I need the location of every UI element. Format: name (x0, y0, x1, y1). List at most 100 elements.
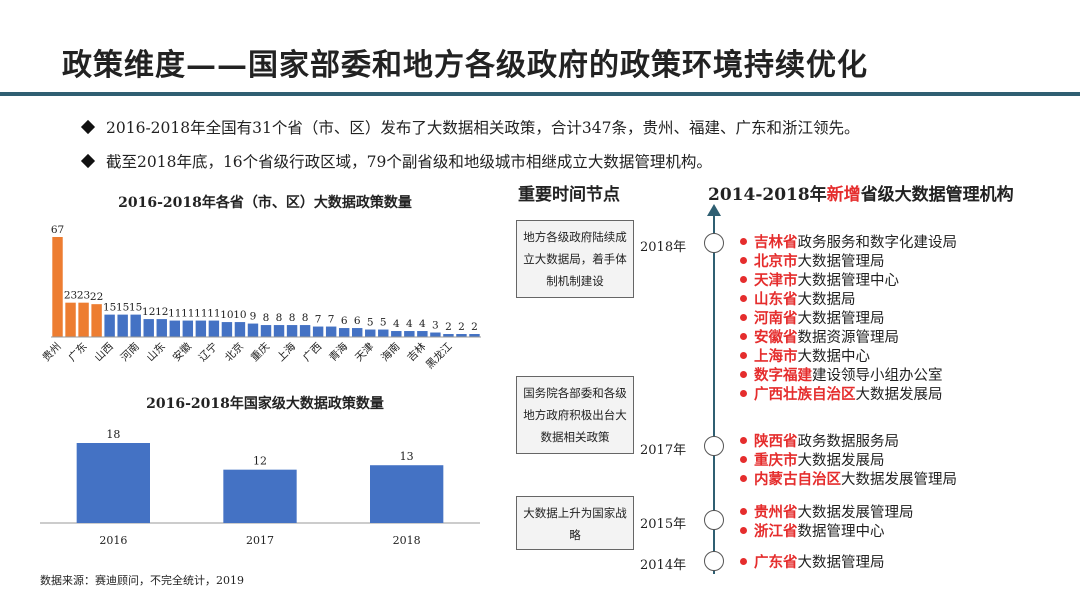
tick-label: 贵州 (40, 340, 64, 364)
data-label: 10 (233, 309, 246, 321)
timeline-note: 国务院各部委和各级地方政府积极出台大数据相关政策 (516, 376, 634, 454)
org-region: 浙江省 (754, 523, 798, 540)
national-policy-chart: 18 2016 12 2017 13 2018 (40, 428, 480, 547)
timeline-year: 2015年 (640, 517, 687, 532)
data-label: 6 (354, 315, 361, 327)
org-name: 数据管理中心 (797, 524, 885, 540)
org-name: 大数据管理局 (797, 555, 885, 571)
data-label: 11 (194, 308, 207, 320)
bullet-item: 2016-2018年全国有31个省（市、区）发布了大数据相关政策，合计347条，… (80, 110, 1040, 144)
data-label: 12 (142, 306, 155, 318)
data-label: 12 (253, 455, 267, 468)
tick-label: 安徽 (170, 340, 194, 364)
org-item: 上海市 大数据中心 (740, 346, 957, 365)
org-item: 陕西省 政务数据服务局 (740, 431, 957, 450)
org-region: 内蒙古自治区 (754, 471, 841, 488)
data-source-note: 数据来源：赛迪顾问，不完全统计，2019 (40, 574, 244, 587)
bar (273, 325, 285, 337)
data-label: 15 (116, 302, 129, 314)
bar (223, 469, 297, 523)
bar (260, 325, 272, 337)
bar (221, 322, 233, 337)
red-dot-icon (740, 508, 747, 515)
org-region: 山东省 (754, 291, 798, 308)
org-list-2015: 贵州省 大数据发展管理局 浙江省 数据管理中心 (740, 502, 914, 540)
data-label: 9 (250, 311, 257, 323)
bar (65, 302, 76, 337)
bar (195, 320, 207, 337)
timeline-note: 地方各级政府陆续成立大数据局，着手体制机制建设 (516, 220, 634, 298)
data-label: 18 (106, 428, 120, 441)
data-label: 4 (393, 318, 400, 330)
org-item: 浙江省 数据管理中心 (740, 521, 914, 540)
org-region: 安徽省 (754, 329, 798, 346)
timeline-arrow-icon (707, 204, 721, 216)
data-label: 10 (220, 309, 233, 321)
bar (378, 329, 389, 337)
tick-label: 广西 (301, 341, 324, 364)
data-label: 3 (432, 320, 439, 332)
org-name: 大数据发展局 (855, 387, 943, 403)
timeline-note: 大数据上升为国家战略 (516, 496, 634, 550)
red-dot-icon (740, 456, 747, 463)
org-item: 吉林省 政务服务和数字化建设局 (740, 232, 957, 251)
org-name: 大数据管理局 (797, 254, 885, 270)
org-list-2014: 广东省 大数据管理局 (740, 552, 885, 571)
red-dot-icon (740, 257, 747, 264)
data-label: 11 (181, 308, 194, 320)
red-dot-icon (740, 437, 747, 444)
org-item: 北京市 大数据管理局 (740, 251, 957, 270)
tick-label: 北京 (222, 340, 246, 364)
data-label: 2 (471, 321, 478, 333)
bar (130, 314, 141, 337)
tick-label: 山东 (144, 340, 168, 364)
bar (91, 304, 102, 337)
org-name: 数据资源管理局 (797, 330, 900, 346)
data-label: 15 (129, 302, 142, 314)
timeline-node-icon (704, 551, 724, 571)
tick-label: 天津 (353, 340, 377, 364)
bar (104, 314, 115, 337)
tick-label: 广东 (66, 340, 90, 364)
org-name: 大数据管理局 (797, 311, 885, 327)
data-label: 11 (168, 308, 181, 320)
bar (456, 334, 467, 337)
data-label: 8 (276, 312, 283, 324)
org-item: 安徽省 数据资源管理局 (740, 327, 957, 346)
org-region: 广西壮族自治区 (754, 386, 856, 403)
bar (299, 325, 311, 337)
data-label: 2 (458, 321, 465, 333)
org-item: 广东省 大数据管理局 (740, 552, 885, 571)
org-region: 数字福建 (754, 367, 812, 384)
tick-label: 黑龙江 (423, 340, 455, 372)
red-dot-icon (740, 352, 747, 359)
timeline-year: 2017年 (640, 443, 687, 458)
tick-label: 2016 (99, 534, 127, 547)
tick-label: 海南 (378, 340, 402, 364)
org-region: 贵州省 (754, 504, 798, 521)
data-label: 2 (445, 321, 452, 333)
red-dot-icon (740, 371, 747, 378)
data-label: 13 (400, 450, 414, 463)
data-label: 67 (51, 224, 64, 236)
org-region: 天津市 (754, 272, 798, 289)
diamond-bullet-icon (80, 119, 96, 135)
bar (325, 326, 337, 337)
data-label: 11 (207, 308, 220, 320)
org-item: 数字福建 建设领导小组办公室 (740, 365, 957, 384)
org-item: 山东省 大数据局 (740, 289, 957, 308)
org-name: 大数据局 (797, 292, 856, 308)
bullet-text: 截至2018年底，16个省级行政区域，79个副省级和地级城市相继成立大数据管理机… (106, 153, 712, 171)
timeline-year: 2014年 (640, 558, 687, 573)
org-list-2017: 陕西省 政务数据服务局 重庆市 大数据发展局 内蒙古自治区 大数据发展管理局 (740, 431, 957, 488)
org-name: 政务数据服务局 (797, 434, 900, 450)
org-item: 河南省 大数据管理局 (740, 308, 957, 327)
data-label: 23 (64, 290, 77, 302)
bar (156, 319, 167, 337)
org-item: 贵州省 大数据发展管理局 (740, 502, 914, 521)
bar (143, 319, 154, 337)
data-label: 8 (289, 312, 296, 324)
title-divider (0, 92, 1080, 96)
org-heading: 2014-2018年新增省级大数据管理机构 (708, 180, 1014, 205)
bar (117, 314, 128, 337)
